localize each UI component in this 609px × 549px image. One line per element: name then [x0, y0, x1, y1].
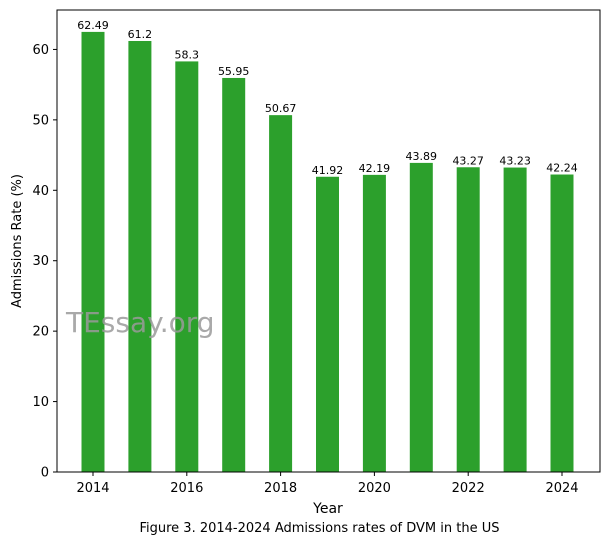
value-label-2021: 43.89 — [406, 150, 438, 163]
watermark: TEssay.org — [65, 306, 215, 339]
bars-group — [81, 31, 574, 473]
value-label-2017: 55.95 — [218, 65, 250, 78]
y-tick-label-50: 50 — [32, 113, 49, 128]
bar-2020 — [362, 174, 386, 472]
figure-caption: Figure 3. 2014-2024 Admissions rates of … — [139, 521, 500, 536]
x-tick-label-2016: 2016 — [170, 481, 203, 496]
y-tick-label-10: 10 — [32, 395, 49, 410]
bar-2015 — [128, 40, 152, 473]
bar-2024 — [550, 174, 574, 472]
value-label-2020: 42.19 — [359, 162, 391, 175]
bar-2023 — [503, 167, 527, 473]
y-axis-label: Admissions Rate (%) — [10, 174, 25, 308]
value-labels-group: 62.49 61.2 58.3 55.95 50.67 41.92 42.19 43.89 43… — [77, 19, 578, 177]
bar-2022 — [456, 167, 480, 472]
value-label-2015: 61.2 — [128, 28, 153, 41]
value-label-2019: 41.92 — [312, 164, 344, 177]
value-label-2018: 50.67 — [265, 102, 297, 115]
y-tick-label-30: 30 — [32, 254, 49, 269]
x-tick-label-2014: 2014 — [76, 481, 109, 496]
value-label-2016: 58.3 — [175, 48, 200, 61]
y-tick-label-0: 0 — [41, 466, 49, 481]
bar-2019 — [316, 176, 339, 472]
value-label-2014: 62.49 — [77, 19, 109, 32]
x-tick-label-2024: 2024 — [545, 481, 578, 496]
bar-2016 — [175, 61, 199, 472]
value-label-2022: 43.27 — [452, 154, 484, 167]
y-tick-label-20: 20 — [32, 325, 49, 340]
value-label-2024: 42.24 — [546, 162, 578, 175]
value-label-2023: 43.23 — [499, 155, 531, 168]
y-tick-label-40: 40 — [32, 184, 49, 199]
y-axis-ticks: 0 10 20 30 40 50 60 — [32, 43, 57, 481]
bar-2017 — [222, 77, 246, 473]
y-tick-label-60: 60 — [32, 43, 49, 58]
bar-2018 — [269, 115, 293, 473]
x-tick-label-2018: 2018 — [264, 481, 297, 496]
x-tick-label-2020: 2020 — [358, 481, 391, 496]
x-axis-label: Year — [312, 501, 343, 517]
bar-2021 — [409, 162, 433, 472]
x-tick-label-2022: 2022 — [452, 481, 485, 496]
bar-2014 — [81, 31, 105, 473]
x-axis-ticks: 2014 2016 2018 2020 2022 2024 — [76, 472, 579, 496]
plot-frame — [56, 9, 601, 473]
